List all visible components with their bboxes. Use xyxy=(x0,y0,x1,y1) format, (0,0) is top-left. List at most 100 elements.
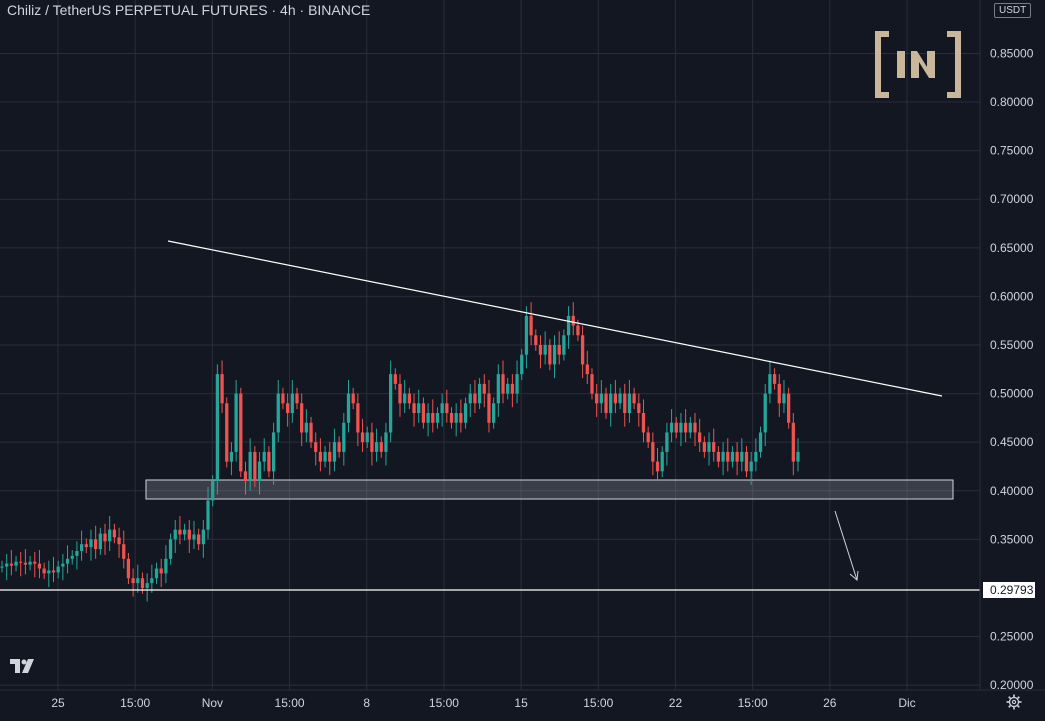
candles xyxy=(0,302,800,602)
x-tick-label: 22 xyxy=(669,696,683,710)
currency-unit-badge[interactable]: USDT xyxy=(994,3,1032,18)
candle-body xyxy=(337,442,341,452)
candle-body xyxy=(206,500,210,530)
candle-body xyxy=(328,451,332,462)
candle-body xyxy=(407,393,412,404)
candle-body xyxy=(51,570,56,573)
candle-body xyxy=(403,393,407,404)
candle-body xyxy=(459,413,463,423)
candle-body xyxy=(267,451,271,472)
candle-body xyxy=(103,533,107,542)
candle-body xyxy=(384,432,388,452)
candle-body xyxy=(136,578,140,584)
x-tick-label: 15:00 xyxy=(429,696,459,710)
candle-body xyxy=(61,563,65,567)
candle-body xyxy=(33,561,37,564)
time-axis[interactable]: 25 15:00 Nov 15:00 8 15:00 15 15:00 22 15:00 26 Dic xyxy=(51,696,915,710)
candle-body xyxy=(590,374,594,394)
candle-body xyxy=(201,529,205,545)
candle-body xyxy=(220,374,224,404)
candle-body xyxy=(604,393,608,414)
candle-body xyxy=(758,432,763,452)
candle-body xyxy=(173,529,177,540)
candle-body xyxy=(417,403,421,414)
beincrypto-logo-icon xyxy=(875,31,961,98)
candle-body xyxy=(225,403,229,462)
candle-body xyxy=(698,432,702,443)
candle-body xyxy=(262,451,266,462)
candle-body xyxy=(374,442,379,452)
candle-body xyxy=(744,451,749,472)
candle-body xyxy=(632,393,636,404)
candle-body xyxy=(187,529,191,540)
x-tick-label: 26 xyxy=(823,696,837,710)
candle-body xyxy=(515,374,519,394)
candle-body xyxy=(239,393,243,472)
candle-body xyxy=(295,393,299,404)
candle-body xyxy=(5,563,9,567)
candle-body xyxy=(777,383,781,404)
candle-body xyxy=(595,393,599,404)
candle-body xyxy=(9,563,14,566)
price-label: 0.29793 xyxy=(990,583,1034,597)
candle-body xyxy=(548,345,552,365)
candle-body xyxy=(768,374,772,394)
candle-body xyxy=(84,544,88,548)
candle-body xyxy=(271,432,276,472)
chart-title: Chiliz / TetherUS PERPETUAL FUTURES · 4h… xyxy=(7,2,371,18)
candle-body xyxy=(56,566,60,573)
candle-body xyxy=(529,315,533,336)
candle-body xyxy=(431,413,435,423)
support-zone xyxy=(145,479,954,500)
tradingview-logo-icon[interactable] xyxy=(9,657,35,675)
candle-body xyxy=(89,539,93,548)
candle-body xyxy=(211,481,215,501)
candle-body xyxy=(197,534,201,545)
candle-body xyxy=(112,529,117,538)
candle-body xyxy=(463,403,468,423)
candle-body xyxy=(693,422,697,433)
candle-body xyxy=(421,403,426,423)
y-tick-label: 0.50000 xyxy=(990,387,1034,401)
y-tick-label: 0.75000 xyxy=(990,144,1034,158)
candle-body xyxy=(585,364,589,375)
candle-body xyxy=(332,442,337,462)
candle-body xyxy=(393,374,397,384)
candle-body xyxy=(796,451,800,462)
candle-body xyxy=(314,442,318,452)
y-tick-label: 0.55000 xyxy=(990,338,1034,352)
candle-body xyxy=(501,374,505,394)
candle-body xyxy=(487,393,491,423)
candle-body xyxy=(791,422,795,462)
y-tick-label: 0.80000 xyxy=(990,95,1034,109)
candle-body xyxy=(94,539,98,550)
candle-body xyxy=(580,335,585,365)
candle-body xyxy=(159,568,163,574)
candle-body xyxy=(651,442,655,462)
candle-body xyxy=(131,578,135,584)
candle-body xyxy=(496,374,500,404)
candle-body xyxy=(23,562,28,565)
candle-body xyxy=(0,566,4,568)
candle-body xyxy=(117,537,121,545)
candle-body xyxy=(178,529,182,535)
price-label-box xyxy=(983,582,1035,598)
candle-body xyxy=(782,393,786,404)
candle-body xyxy=(323,451,327,462)
candle-body xyxy=(37,563,42,569)
candle-body xyxy=(243,471,248,482)
x-tick-label: Nov xyxy=(202,696,223,710)
projection-arrow-icon xyxy=(834,510,858,581)
candle-body xyxy=(140,578,145,588)
candle-body xyxy=(150,578,154,584)
y-tick-label: 0.60000 xyxy=(990,289,1034,303)
gear-icon[interactable] xyxy=(1006,694,1022,710)
price-axis[interactable]: 0.20000 0.25000 0.35000 0.40000 0.45000 0.500… xyxy=(990,46,1034,692)
candle-body xyxy=(641,413,646,433)
candle-body xyxy=(477,383,482,404)
y-tick-label: 0.70000 xyxy=(990,192,1034,206)
candle-body xyxy=(754,451,758,462)
descending-trendline[interactable] xyxy=(167,240,943,397)
candle-body xyxy=(702,442,706,452)
